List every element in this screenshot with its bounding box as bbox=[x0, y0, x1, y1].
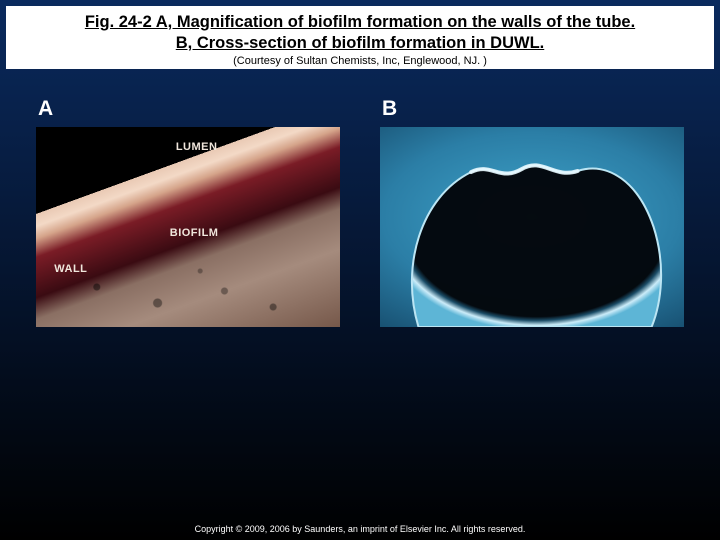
title-block: Fig. 24-2 A, Magnification of biofilm fo… bbox=[6, 6, 714, 69]
figure-title: Fig. 24-2 A, Magnification of biofilm fo… bbox=[16, 12, 704, 53]
panel-a-image: LUMEN BIOFILM WALL bbox=[36, 127, 340, 327]
title-line-1: Fig. 24-2 A, Magnification of biofilm fo… bbox=[85, 13, 635, 31]
panel-b-label: B bbox=[380, 97, 684, 121]
title-line-2: B, Cross-section of biofilm formation in… bbox=[176, 34, 545, 52]
copyright-text: Copyright © 2009, 2006 by Saunders, an i… bbox=[0, 524, 720, 534]
figure-credit: (Courtesy of Sultan Chemists, Inc, Engle… bbox=[16, 55, 704, 67]
panel-b-image bbox=[380, 127, 684, 327]
panel-a: A LUMEN BIOFILM WALL bbox=[36, 97, 340, 327]
panel-a-label: A bbox=[36, 97, 340, 121]
cross-section-svg bbox=[380, 127, 684, 327]
panel-b: B bbox=[380, 97, 684, 327]
annotation-biofilm: BIOFILM bbox=[170, 227, 219, 239]
annotation-lumen: LUMEN bbox=[176, 141, 218, 153]
annotation-wall: WALL bbox=[54, 263, 87, 275]
panels-row: A LUMEN BIOFILM WALL B bbox=[0, 69, 720, 327]
